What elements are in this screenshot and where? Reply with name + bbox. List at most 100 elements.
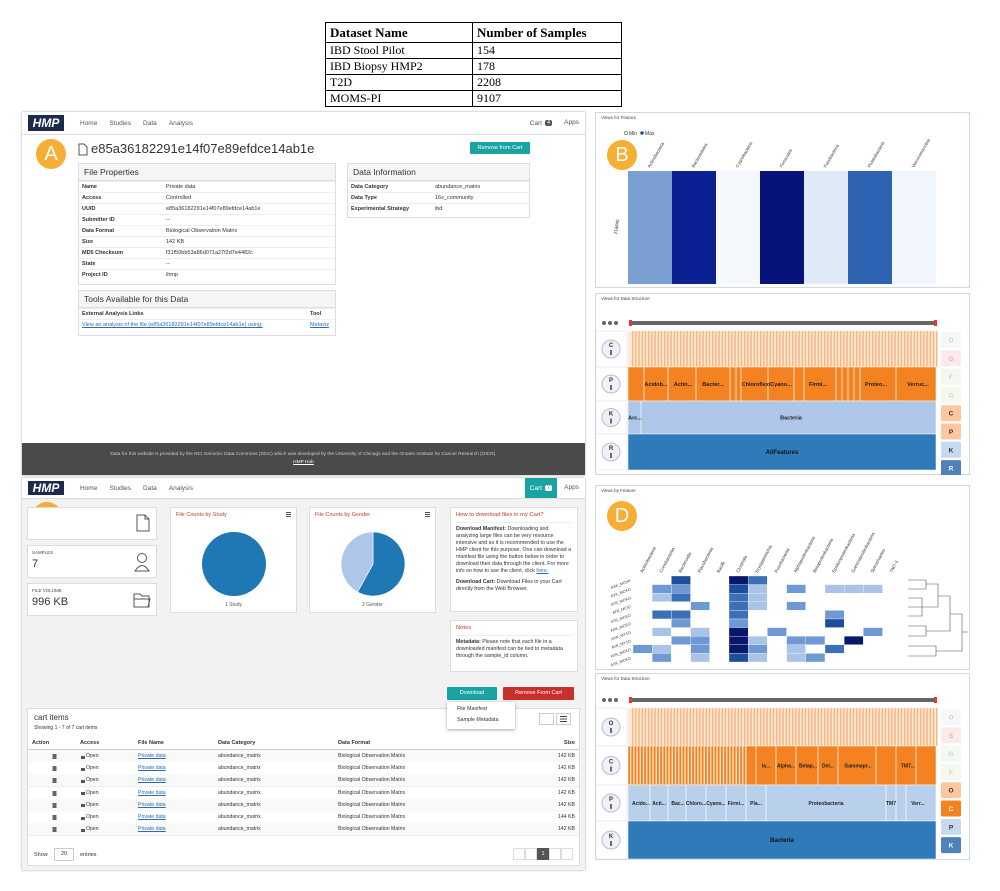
legend-max <box>640 131 644 135</box>
slider-end <box>934 697 937 703</box>
cart-count: 4 <box>544 120 552 126</box>
heatmap-cell <box>882 610 902 620</box>
property-row: MD5 Checksum f31f50bb53a86d071a27f2d7e448… <box>79 247 335 259</box>
apps-link[interactable]: Apps <box>564 484 579 491</box>
node-stripe <box>729 746 731 785</box>
level-row <box>627 820 937 860</box>
nav-link[interactable]: Home <box>80 119 98 127</box>
node-stripe <box>868 708 871 746</box>
level-button <box>941 745 961 762</box>
cart-cell[interactable]: Private data <box>138 777 166 784</box>
node-stripe <box>632 331 634 367</box>
level-label: O <box>609 721 614 727</box>
node-stripe <box>708 331 711 367</box>
cart-link[interactable]: Cart 4 <box>525 112 557 134</box>
cart-cell[interactable]: Private data <box>138 789 166 796</box>
logo[interactable]: HMP <box>28 115 64 131</box>
property-value: e85a36182291e14f07e89efdce14ab1e <box>163 203 335 215</box>
sort-button <box>539 713 554 725</box>
tools-row: View an analysis of the file (e85a361822… <box>79 319 335 330</box>
node-stripe <box>706 746 709 785</box>
cart-link[interactable]: Cart 7 <box>524 478 557 498</box>
heatmap-cell <box>844 653 864 663</box>
cart-cell[interactable]: Private data <box>138 826 166 833</box>
nav-link[interactable]: Data <box>143 119 157 127</box>
page-size[interactable]: 20 <box>54 848 74 861</box>
cart-cell[interactable]: Private data <box>138 814 166 820</box>
heatmap-cell <box>863 584 883 594</box>
node-stripe <box>713 746 715 785</box>
heatmap-cell <box>767 636 787 645</box>
sort-buttons <box>539 713 571 725</box>
cart-cell[interactable]: Private data <box>138 753 166 759</box>
node-stripe <box>808 708 810 746</box>
dendrogram <box>908 579 968 657</box>
entries-label: entries <box>80 852 97 858</box>
node-stripe <box>891 708 893 746</box>
node-label: Verruc... <box>907 382 929 388</box>
footer-text: Data for this website is provided by the… <box>110 452 497 457</box>
heatmap-cell <box>844 618 864 628</box>
nav-link[interactable]: Data <box>143 484 157 492</box>
heatmap-cell <box>767 627 787 637</box>
download-button[interactable]: Download <box>447 687 497 700</box>
trash-icon <box>52 754 57 759</box>
nav-links: Home Studies Data Analysis <box>80 478 193 498</box>
file-icon <box>78 143 88 156</box>
dropdown-item[interactable]: File Manifest <box>457 706 488 712</box>
level-icon <box>601 756 621 775</box>
nav-link[interactable]: Analysis <box>168 119 193 127</box>
heatmap-cell <box>690 584 710 594</box>
node-label: Acidob... <box>644 382 668 388</box>
node-stripe <box>708 708 711 746</box>
analysis-link[interactable]: View an analysis of the file (e85a361822… <box>82 322 263 328</box>
property-key: UUID <box>79 203 163 215</box>
node-stripe <box>904 331 906 367</box>
level-icon <box>601 408 621 427</box>
logo[interactable]: HMP <box>28 481 64 495</box>
dropdown-item[interactable]: Sample Metadata <box>457 717 499 723</box>
nav-link[interactable]: Studies <box>109 119 132 127</box>
cart-header-cell: Data Category <box>218 740 256 746</box>
node-stripe <box>750 708 752 746</box>
stat-icon <box>133 593 151 608</box>
node-stripe <box>769 708 771 746</box>
tool-link[interactable]: Metaviz <box>310 322 329 328</box>
heatmap-cell <box>882 601 902 611</box>
column-label: Actinobacteria <box>647 141 666 169</box>
cart-cell[interactable]: Private data <box>138 801 166 808</box>
level-button <box>941 727 961 744</box>
node-stripe <box>888 331 890 367</box>
node-stripe <box>654 331 656 367</box>
trash-icon <box>52 815 57 820</box>
node-stripe <box>745 746 747 785</box>
current-page[interactable]: 1 <box>537 848 549 860</box>
howto-link[interactable]: here. <box>536 568 549 574</box>
panel-label: A <box>36 139 66 169</box>
heatmap-cell <box>748 653 768 663</box>
level-button <box>941 332 961 348</box>
lock-shape <box>81 755 85 759</box>
nav-links: Home Studies Data Analysis <box>80 112 193 134</box>
node-stripe <box>913 708 915 746</box>
node-stripe <box>718 331 720 367</box>
node-stripe <box>827 331 829 367</box>
cart-row: Open Private data abundance_matrix Biologic… <box>28 774 579 788</box>
node-label: Bac... <box>671 801 685 807</box>
remove-button[interactable]: Remove From Cart <box>503 687 574 700</box>
cart-cell[interactable]: Private data <box>138 765 166 772</box>
footer-link[interactable]: HMP Hub <box>293 460 314 465</box>
person-body <box>134 565 150 572</box>
nav-link[interactable]: Home <box>80 484 98 492</box>
apps-link[interactable]: Apps <box>564 119 579 126</box>
nav-link[interactable]: Analysis <box>168 484 193 492</box>
nav-link[interactable]: Studies <box>109 484 132 492</box>
level-button-label: F <box>949 769 953 776</box>
remove-button[interactable]: Remove from Cart <box>470 142 530 154</box>
node-stripe <box>692 331 695 367</box>
property-key: Access <box>79 192 163 204</box>
file-id: e85a36182291e14f07e89efdce14ab1e <box>91 141 315 156</box>
heatmap-cell <box>844 644 864 654</box>
level-icon <box>601 793 621 813</box>
heatmap-cell <box>767 593 787 602</box>
